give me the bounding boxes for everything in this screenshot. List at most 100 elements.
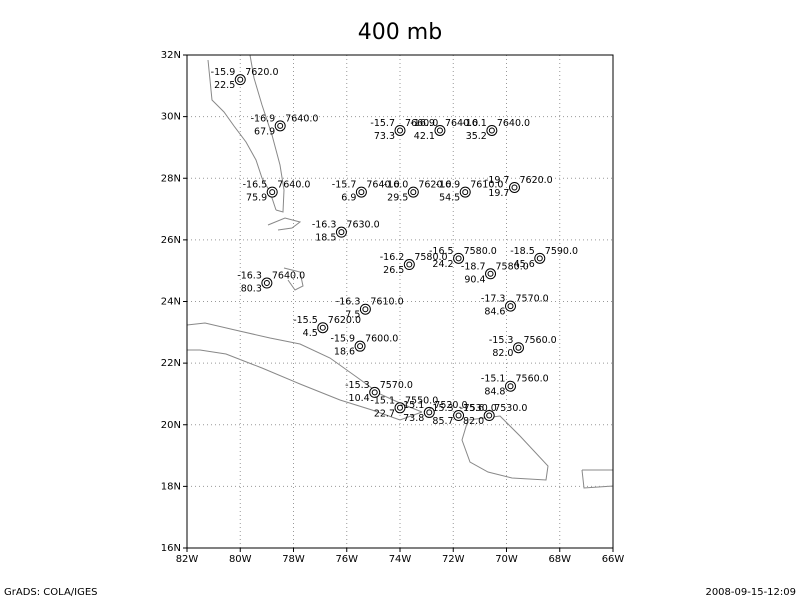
station: -15.6 7530.082.0	[460, 403, 528, 427]
station-marker-inner	[487, 270, 494, 277]
station-height: 7610.0	[470, 180, 503, 191]
station-marker-inner	[462, 189, 469, 196]
station-height: 7660.0	[405, 118, 438, 129]
station-height: 7620.0	[245, 67, 278, 78]
station-marker	[266, 186, 278, 198]
footer-left: GrADS: COLA/IGES	[4, 587, 98, 598]
station: -15.1 7520.0 73.8	[400, 400, 468, 424]
station-marker-inner	[362, 306, 369, 313]
station: -16.0 7620.0 29.5	[384, 180, 452, 204]
station-temp: -16.3	[336, 297, 361, 308]
station-height: 7640.0	[272, 271, 305, 282]
station-marker	[534, 252, 546, 264]
station-value: 82.0	[463, 416, 484, 427]
station-temp: -15.7	[332, 180, 357, 191]
station-temp: -15.1	[370, 395, 395, 406]
x-tick-label: 76W	[335, 554, 358, 565]
station-marker	[423, 406, 435, 418]
footer-right: 2008-09-15-12:09	[705, 587, 796, 598]
station-marker	[234, 74, 246, 86]
station-temp: -16.3	[237, 271, 262, 282]
station-marker-inner	[397, 404, 403, 411]
station-marker	[508, 181, 520, 193]
station-value: 4.5	[303, 328, 318, 339]
station: -15.3 7570.0 10.4	[345, 380, 413, 404]
station-marker-inner	[436, 127, 443, 134]
station-value: 85.7	[432, 416, 453, 427]
station-height: 7620.0	[519, 175, 552, 186]
station-marker	[369, 386, 381, 398]
station-height: 7570.0	[515, 294, 548, 305]
station-marker	[459, 186, 471, 198]
station-marker-inner	[371, 389, 378, 396]
station: -16.3 7640.0 80.3	[237, 271, 305, 295]
station: -18.5 7590.0 45.6	[510, 246, 578, 270]
station-marker-inner	[237, 76, 244, 83]
station-marker-inner	[338, 229, 345, 236]
station-temp: -15.3	[429, 403, 454, 414]
station-marker	[261, 277, 273, 289]
station-height: 7600.0	[365, 334, 398, 345]
station-marker	[485, 268, 497, 280]
station-marker	[504, 380, 516, 392]
x-tick-label: 78W	[282, 554, 305, 565]
station-marker	[483, 410, 495, 422]
station-temp: -19.7	[485, 175, 510, 186]
station-value: 84.8	[484, 387, 505, 398]
station-marker-inner	[397, 127, 403, 134]
station-height: 7640.0	[277, 180, 310, 191]
station-marker-inner	[277, 122, 284, 129]
station: -16.5 7580.0 24.2	[429, 246, 497, 270]
station-marker	[504, 300, 516, 312]
station-height: 7640.0	[366, 180, 399, 191]
station-temp: -15.3	[345, 380, 370, 391]
station: -16.1 7640.0 35.2	[462, 118, 530, 142]
station-height: 7530.0	[494, 403, 527, 414]
station-height: 7530.0	[464, 403, 497, 414]
station-marker-inner	[515, 344, 522, 351]
station-temp: -15.3	[489, 335, 514, 346]
station-marker	[512, 342, 524, 354]
station-height: 7520.0	[434, 400, 467, 411]
station-value: 45.6	[514, 259, 535, 270]
station-height: 7580.0	[496, 261, 529, 272]
station-height: 7550.0	[405, 395, 438, 406]
station-temp: -15.9	[211, 67, 236, 78]
station-height: 7570.0	[380, 380, 413, 391]
station-marker	[394, 402, 406, 414]
station-value: 42.1	[414, 131, 435, 142]
station: -15.9 7620.0 22.5	[211, 67, 279, 91]
florida-west	[207, 59, 277, 211]
y-tick-label: 22N	[161, 358, 181, 369]
cuba-south	[187, 349, 423, 421]
x-tick-label: 82W	[176, 554, 199, 565]
station-value: 84.6	[484, 307, 505, 318]
station-value: 73.3	[374, 131, 395, 142]
station-marker-inner	[263, 280, 270, 287]
station-temp: -17.3	[481, 294, 506, 305]
station-marker	[453, 410, 465, 422]
station-temp: -18.5	[510, 246, 535, 257]
station-value: 19.7	[488, 188, 509, 199]
station-temp: -16.0	[384, 180, 409, 191]
station-marker	[403, 259, 415, 271]
station-marker-inner	[488, 127, 495, 134]
station: -15.7 7660.0 73.3	[370, 118, 438, 142]
cuba-north	[186, 322, 423, 413]
y-tick-label: 32N	[161, 50, 181, 61]
station-height: 7580.0	[414, 252, 447, 263]
station-marker	[274, 120, 286, 132]
station-temp: -16.5	[243, 180, 268, 191]
station-temp: -15.9	[330, 334, 355, 345]
x-tick-label: 72W	[442, 554, 465, 565]
station-marker	[486, 124, 498, 136]
station-height: 7610.0	[370, 297, 403, 308]
station: -19.7 7620.0 19.7	[485, 175, 553, 199]
x-tick-label: 70W	[495, 554, 518, 565]
station-marker-inner	[486, 412, 493, 419]
station-height: 7590.0	[545, 246, 578, 257]
station-marker-inner	[406, 261, 413, 268]
station-temp: -15.1	[481, 374, 506, 385]
station-temp: -15.1	[400, 400, 425, 411]
station-height: 7620.0	[418, 180, 451, 191]
